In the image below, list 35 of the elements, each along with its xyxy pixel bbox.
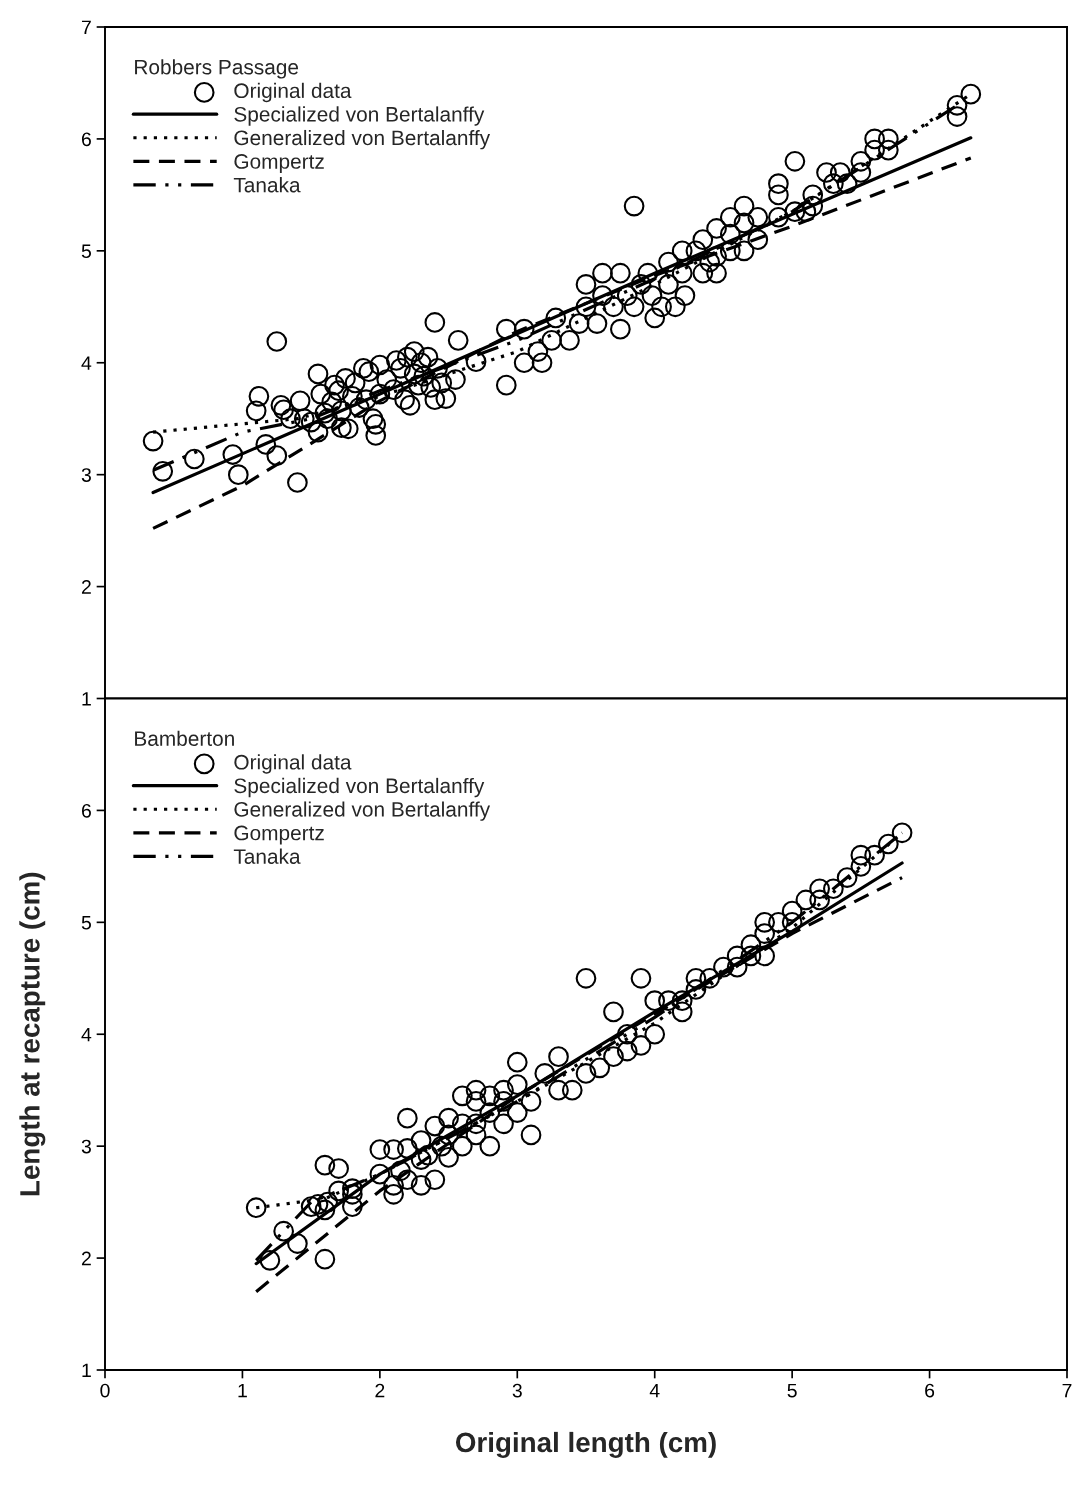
y-tick-label: 2 [81, 580, 91, 594]
x-axis-title: Original length (cm) [455, 1431, 716, 1458]
legend-label: Specialized von Bertalanffy [234, 777, 485, 798]
y-tick-label: 1 [82, 1363, 91, 1378]
legend-label: Specialized von Bertalanffy [234, 106, 485, 126]
y-tick-label: 6 [81, 132, 91, 147]
y-tick-label: 6 [81, 803, 91, 818]
legend-label: Original data [234, 754, 352, 774]
legend-label: Generalized von Bertalanffy [234, 801, 491, 821]
y-tick-label: 3 [81, 1139, 91, 1154]
x-tick-label: 3 [512, 1383, 522, 1398]
y-tick-label: 2 [81, 1251, 91, 1266]
x-tick-label: 7 [1062, 1383, 1072, 1398]
y-tick-label: 1 [82, 692, 91, 706]
legend-label: Gompertz [234, 154, 324, 173]
legend-label: Tanaka [233, 177, 301, 193]
y-tick-label: 4 [81, 1027, 92, 1042]
legend-title: Bamberton [135, 730, 234, 746]
legend-label: Gompertz [234, 825, 324, 845]
x-tick-label: 4 [649, 1383, 660, 1398]
legend-label: Tanaka [233, 848, 301, 864]
y-tick-label: 3 [81, 468, 91, 482]
legend-label: Original data [234, 82, 352, 103]
y-axis-title: Length at recapture (cm) [19, 872, 46, 1196]
x-tick-label: 6 [925, 1383, 935, 1398]
y-tick-label: 5 [81, 916, 91, 930]
x-tick-label: 2 [375, 1383, 385, 1398]
legend-label: Generalized von Bertalanffy [234, 129, 491, 150]
x-tick-label: 0 [100, 1383, 110, 1398]
y-tick-label: 4 [81, 356, 92, 370]
legend-title: Robbers Passage [135, 59, 299, 79]
y-tick-label: 7 [81, 20, 91, 35]
y-tick-label: 5 [81, 244, 91, 259]
x-tick-label: 1 [238, 1383, 247, 1398]
x-tick-label: 5 [787, 1383, 797, 1398]
